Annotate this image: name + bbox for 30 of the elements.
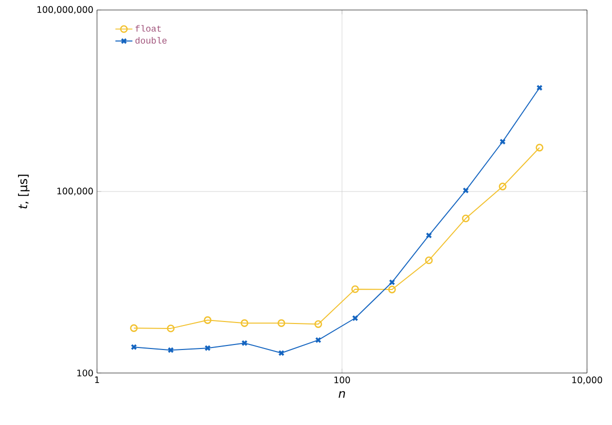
point: [241, 340, 248, 346]
y-tick-label: 100,000,000: [37, 6, 93, 14]
point: [204, 344, 211, 352]
x-tick-label: 100: [334, 376, 350, 384]
point: [278, 319, 286, 327]
point: [425, 256, 433, 264]
x-axis-title: n: [338, 391, 345, 398]
point: [204, 316, 212, 324]
point: [500, 138, 506, 145]
legend-label: float: [135, 25, 161, 32]
point: [426, 232, 432, 239]
point: [168, 346, 174, 354]
point: [315, 336, 322, 344]
point: [278, 350, 284, 356]
point: [462, 214, 470, 222]
point: [166, 324, 175, 332]
point: [314, 320, 322, 328]
point: [240, 319, 248, 327]
point: [498, 182, 506, 190]
point: [462, 187, 469, 194]
point: [352, 315, 358, 322]
point: [388, 286, 396, 294]
point: [351, 285, 359, 294]
x-tick-label: 1: [95, 376, 100, 384]
legend-label: double: [135, 37, 167, 44]
y-tick-label: 100: [77, 370, 93, 376]
point: [388, 279, 396, 286]
x-tick-label: 10,000: [572, 376, 602, 384]
y-axis-title: t, [μs]: [18, 174, 30, 208]
y-tick-label: 100,000: [57, 188, 93, 196]
